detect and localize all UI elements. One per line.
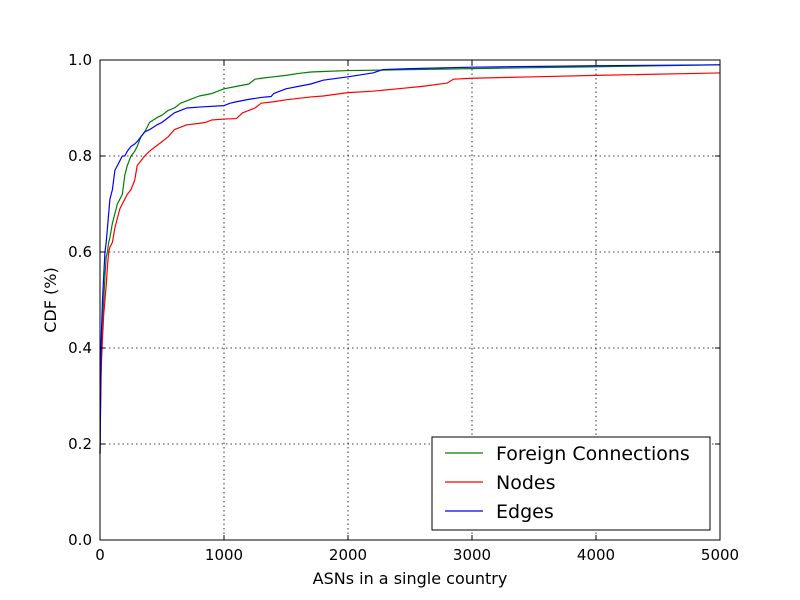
y-tick-label: 0.8 xyxy=(68,147,92,165)
legend-label-edges: Edges xyxy=(496,501,554,523)
series-line-foreign-connections xyxy=(99,64,721,454)
x-axis-label: ASNs in a single country xyxy=(313,569,508,588)
y-tick-label: 0.6 xyxy=(68,243,92,261)
plot-frame xyxy=(99,59,721,541)
axis-ticks xyxy=(99,59,721,541)
y-tick-label: 0.2 xyxy=(68,435,92,453)
x-tick-label: 1000 xyxy=(205,546,243,564)
x-tick-label: 4000 xyxy=(577,546,615,564)
y-axis-label: CDF (%) xyxy=(41,267,60,332)
series-line-nodes xyxy=(99,72,721,454)
legend-label-foreign-connections: Foreign Connections xyxy=(496,443,690,465)
tick-labels: 0 1000 2000 3000 4000 5000 0.0 0.2 0.4 0.6 0.8 1.0 xyxy=(68,51,739,564)
series-layer xyxy=(99,64,721,454)
x-tick-label: 2000 xyxy=(329,546,367,564)
series-line-edges xyxy=(99,64,721,454)
x-tick-label: 5000 xyxy=(701,546,739,564)
legend-label-nodes: Nodes xyxy=(496,472,556,494)
grid-lines xyxy=(100,60,720,540)
x-tick-label: 0 xyxy=(95,546,105,564)
y-tick-label: 1.0 xyxy=(68,51,92,69)
x-tick-label: 3000 xyxy=(453,546,491,564)
legend: Foreign Connections Nodes Edges xyxy=(431,436,711,531)
y-tick-label: 0.0 xyxy=(68,531,92,549)
y-tick-label: 0.4 xyxy=(68,339,92,357)
